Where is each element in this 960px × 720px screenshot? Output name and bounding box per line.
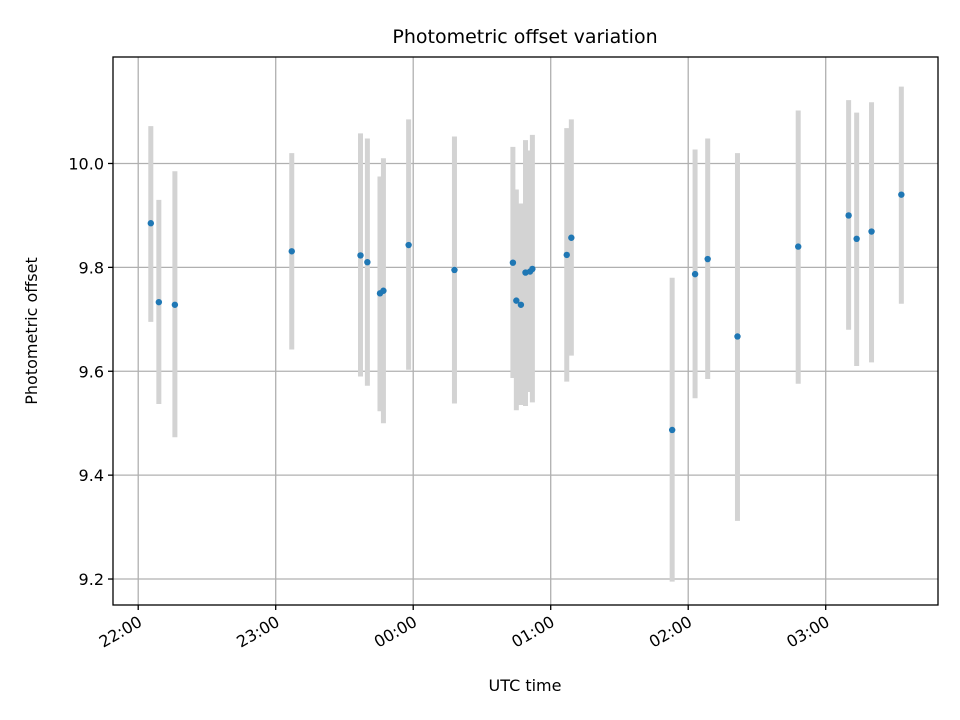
data-point xyxy=(288,248,295,255)
data-point xyxy=(405,241,412,249)
chart-title: Photometric offset variation xyxy=(392,26,657,48)
data-point xyxy=(147,220,155,227)
data-point xyxy=(171,301,179,308)
y-axis-title: Photometric offset xyxy=(22,257,41,405)
data-point xyxy=(563,251,570,259)
data-points xyxy=(147,191,905,434)
y-tick-label: 9.4 xyxy=(79,466,104,485)
plot-frame xyxy=(112,56,939,606)
x-axis-title: UTC time xyxy=(489,676,562,695)
y-tick-label: 10.0 xyxy=(68,154,104,173)
data-point xyxy=(380,287,387,294)
data-point xyxy=(795,243,802,250)
y-tick-label: 9.6 xyxy=(79,362,104,381)
data-point xyxy=(451,266,458,274)
y-axis-ticks: 9.2 9.4 9.6 9.8 10.0 xyxy=(68,154,113,589)
data-point xyxy=(364,258,371,266)
data-point xyxy=(853,235,860,243)
y-tick-label: 9.8 xyxy=(79,258,104,277)
data-point xyxy=(509,259,517,266)
data-point xyxy=(868,228,875,235)
data-point xyxy=(734,333,741,340)
data-point xyxy=(691,270,699,278)
y-tick-label: 9.2 xyxy=(79,570,104,589)
data-point xyxy=(704,255,711,263)
data-point xyxy=(845,212,852,219)
data-point xyxy=(155,298,163,306)
data-point xyxy=(668,426,676,434)
data-point xyxy=(513,297,520,304)
data-point xyxy=(898,191,905,198)
data-point xyxy=(529,265,536,273)
data-point xyxy=(517,301,525,308)
data-point xyxy=(568,234,575,241)
data-point xyxy=(357,252,364,259)
